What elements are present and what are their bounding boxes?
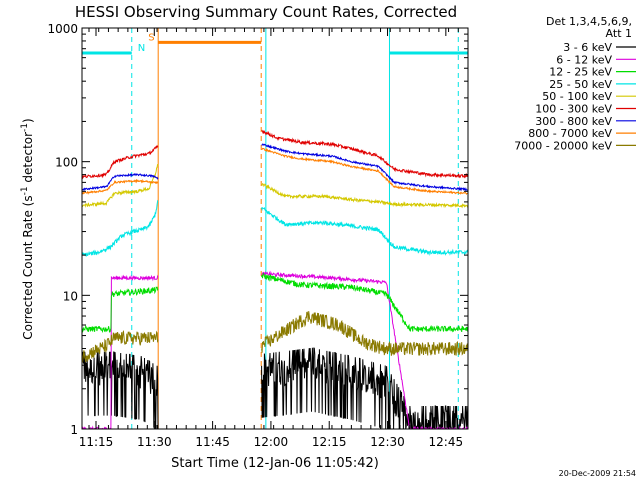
x-axis-label: Start Time (12-Jan-06 11:05:42) — [171, 456, 379, 471]
x-tick-label: 12:30 — [370, 435, 405, 449]
y-axis-label-end: ) — [21, 118, 35, 123]
series-line-2 — [82, 270, 468, 429]
series-line-6 — [82, 129, 468, 180]
series-line-5 — [82, 164, 468, 209]
plot-border — [81, 27, 469, 430]
y-tick-label: 1 — [70, 423, 78, 437]
x-tick-label: 11:30 — [137, 435, 172, 449]
x-tick-label: 12:15 — [312, 435, 347, 449]
series-line-4 — [82, 199, 468, 257]
x-tick-label: 12:00 — [254, 435, 289, 449]
legend-label-1: 3 - 6 keV — [563, 41, 612, 54]
legend-label-3: 12 - 25 keV — [549, 66, 612, 79]
x-tick-label: 11:15 — [79, 435, 114, 449]
legend-label-9: 7000 - 20000 keV — [514, 139, 612, 152]
series-line-3 — [82, 272, 468, 334]
series-line-8 — [82, 147, 468, 196]
y-tick-label: 10 — [63, 289, 78, 303]
legend-label-6: 100 - 300 keV — [535, 103, 612, 116]
series-line-1 — [82, 347, 468, 429]
legend-header-line-2: Att 1 — [606, 27, 632, 40]
annotation-label-s: S — [148, 32, 154, 43]
y-axis-label-sup1: -1 — [20, 186, 30, 195]
chart-title: HESSI Observing Summary Count Rates, Cor… — [75, 3, 457, 21]
legend-label-7: 300 - 800 keV — [535, 115, 612, 128]
series-line-9 — [82, 311, 468, 363]
y-axis-label-mid: detector — [21, 132, 35, 187]
legend-header-line-1: Det 1,3,4,5,6,9, — [546, 15, 632, 28]
series-lines — [82, 129, 468, 429]
legend-label-2: 6 - 12 keV — [556, 53, 612, 66]
legend-label-8: 800 - 7000 keV — [528, 127, 612, 140]
y-axis-label-main: Corrected Count Rate (s — [21, 195, 35, 339]
plot-frame — [81, 27, 469, 430]
y-tick-label: 100 — [55, 156, 78, 170]
annotation-label-n: N — [138, 43, 145, 54]
series-line-7 — [82, 143, 468, 192]
y-axis-label-sup2: -1 — [20, 123, 30, 132]
x-axis: 11:15 11:30 11:45 12:00 12:15 12:30 12:45 — [79, 28, 469, 449]
legend-label-4: 25 - 50 keV — [549, 78, 612, 91]
footer-timestamp: 20-Dec-2009 21:54 — [559, 469, 636, 478]
y-axis-label: Corrected Count Rate (s-1 detector-1) — [20, 118, 35, 339]
legend-label-5: 50 - 100 keV — [542, 90, 612, 103]
y-tick-label: 1000 — [47, 22, 78, 36]
x-tick-label: 11:45 — [195, 435, 230, 449]
x-tick-label: 12:45 — [429, 435, 464, 449]
